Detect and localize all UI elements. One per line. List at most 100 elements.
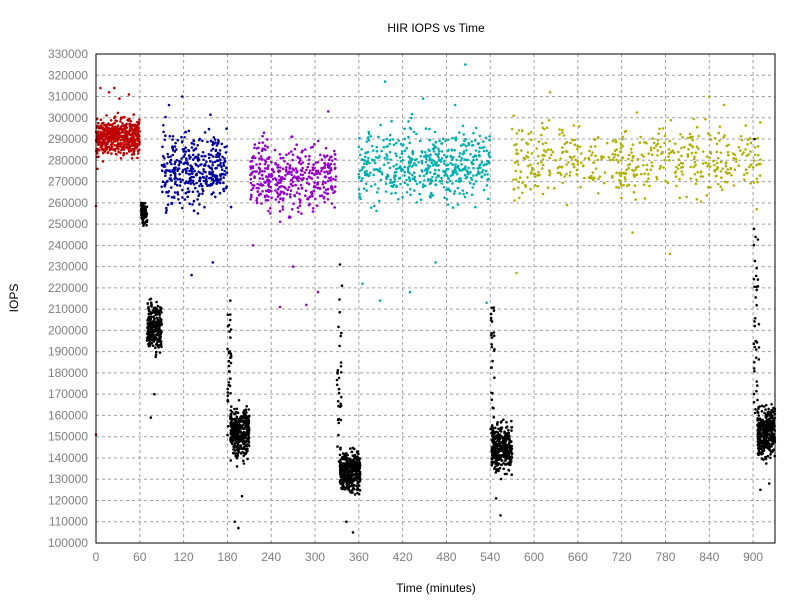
data-point: [357, 188, 361, 191]
data-point: [510, 429, 513, 432]
data-point: [372, 173, 375, 177]
data-point: [500, 420, 503, 423]
data-point: [600, 155, 603, 158]
data-point: [393, 180, 396, 183]
data-point: [197, 158, 201, 161]
data-point: [615, 158, 618, 162]
data-point: [445, 188, 448, 192]
data-point: [367, 173, 371, 177]
data-point: [362, 162, 366, 165]
data-point: [310, 171, 314, 175]
data-point: [214, 167, 217, 170]
data-point: [663, 134, 667, 138]
data-point: [441, 137, 445, 141]
data-point: [384, 190, 388, 193]
data-point: [113, 143, 116, 147]
data-point: [287, 185, 291, 189]
data-point: [764, 430, 768, 434]
data-point: [753, 259, 757, 263]
data-point: [761, 419, 764, 422]
data-point: [171, 138, 174, 141]
data-point: [265, 194, 268, 197]
y-tick-label: 200000: [48, 323, 88, 337]
data-point: [99, 145, 103, 149]
data-point: [300, 169, 304, 173]
data-point: [758, 441, 761, 445]
data-point: [203, 164, 206, 167]
data-point: [223, 173, 227, 176]
data-point: [213, 138, 217, 141]
data-point: [611, 174, 614, 178]
data-point: [514, 178, 518, 181]
data-point: [463, 173, 467, 177]
data-point: [170, 179, 173, 182]
data-point: [385, 145, 388, 148]
data-point: [108, 132, 112, 136]
data-point: [337, 421, 341, 425]
data-point: [352, 461, 355, 465]
data-point: [761, 449, 764, 453]
x-tick-label: 660: [568, 550, 588, 564]
data-point: [277, 174, 281, 178]
data-point: [594, 154, 597, 158]
data-point: [293, 175, 296, 178]
data-point: [228, 384, 232, 388]
data-point: [137, 152, 140, 155]
data-point: [503, 448, 506, 451]
data-point: [564, 150, 568, 153]
data-point: [360, 148, 363, 151]
data-point: [297, 187, 300, 190]
data-point: [130, 139, 133, 143]
data-point: [140, 201, 143, 205]
data-point: [394, 152, 397, 155]
data-point: [694, 182, 698, 185]
data-point: [189, 182, 193, 185]
data-point: [518, 176, 522, 179]
data-point: [720, 176, 723, 179]
data-point: [470, 140, 474, 143]
data-point: [460, 157, 464, 160]
data-point: [182, 150, 185, 153]
data-point: [758, 405, 761, 408]
data-point: [342, 479, 346, 483]
data-point: [615, 171, 618, 175]
data-point: [236, 454, 240, 458]
data-point: [120, 142, 123, 146]
data-point: [273, 148, 277, 152]
data-point: [490, 391, 493, 395]
data-point: [144, 210, 148, 214]
data-point: [258, 177, 262, 180]
data-point: [415, 158, 418, 161]
data-point: [662, 166, 665, 169]
data-point: [354, 465, 358, 469]
data-point: [184, 130, 187, 134]
data-point: [724, 165, 728, 168]
data-point: [177, 198, 180, 201]
data-point: [337, 387, 341, 391]
data-point: [625, 168, 628, 172]
data-point: [708, 165, 712, 168]
data-point: [481, 168, 485, 172]
data-point: [115, 138, 119, 142]
data-point: [281, 208, 285, 211]
data-point: [237, 443, 240, 446]
data-point: [231, 451, 235, 455]
data-point: [355, 470, 359, 473]
data-point: [227, 364, 231, 368]
data-point: [287, 152, 291, 155]
data-point: [173, 162, 177, 166]
data-point: [718, 125, 722, 128]
data-point: [545, 126, 549, 129]
data-point: [104, 148, 107, 151]
data-point: [513, 161, 517, 164]
data-point: [699, 200, 703, 203]
data-point: [392, 165, 396, 168]
data-point: [248, 414, 251, 418]
data-point: [96, 130, 100, 133]
data-point: [525, 154, 528, 158]
data-point: [458, 192, 462, 195]
data-point: [613, 149, 617, 153]
data-point: [465, 169, 469, 172]
data-point: [255, 201, 259, 205]
data-point: [754, 317, 757, 320]
